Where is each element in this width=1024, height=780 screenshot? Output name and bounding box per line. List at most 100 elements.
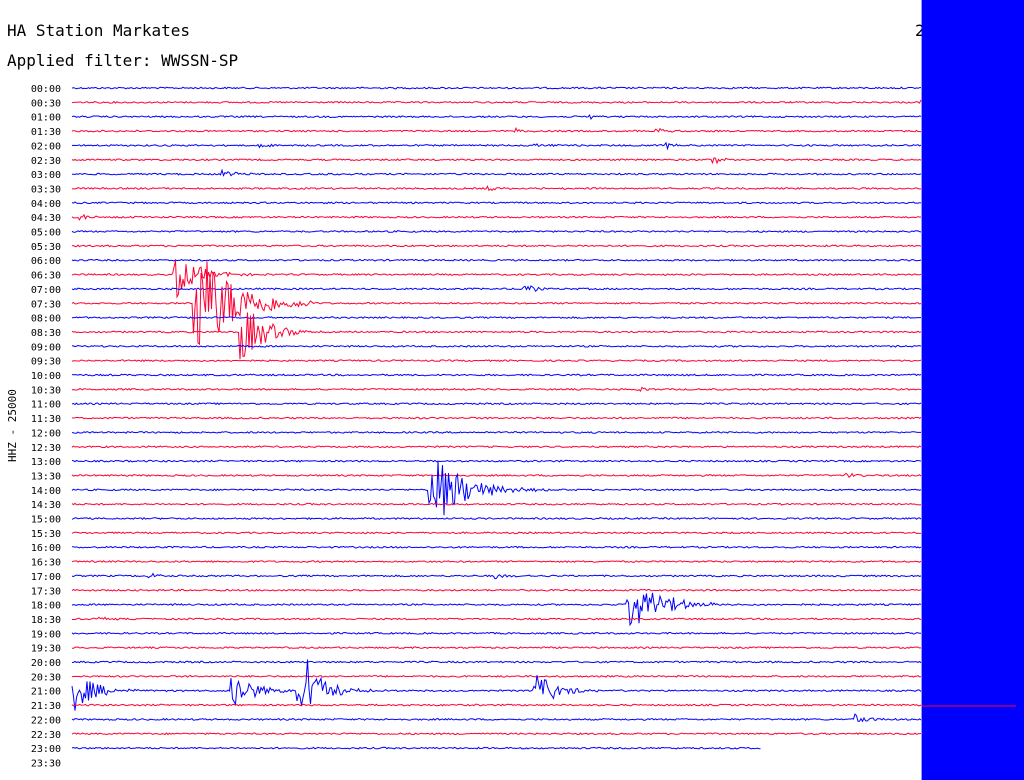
time-label: 18:00 (31, 601, 61, 612)
overlay-trace-group (921, 705, 1016, 707)
trace-line (71, 674, 922, 678)
time-label: 02:30 (31, 156, 61, 167)
trace-line (71, 660, 922, 664)
trace-line (71, 114, 922, 121)
trace-line (71, 416, 922, 420)
trace-line (71, 732, 922, 736)
time-label: 07:30 (31, 299, 61, 310)
time-label: 20:00 (31, 658, 61, 669)
time-label: 06:00 (31, 256, 61, 267)
time-label: 18:30 (31, 615, 61, 626)
time-label: 16:30 (31, 558, 61, 569)
trace-line (71, 201, 922, 205)
trace-line (71, 592, 922, 627)
trace-line (71, 703, 922, 707)
trace-line (71, 141, 922, 151)
trace-line (71, 646, 922, 650)
trace-line (71, 631, 921, 635)
trace-line (71, 545, 922, 549)
time-label: 06:30 (31, 271, 61, 282)
trace-line (71, 258, 922, 262)
saturated-overlay (921, 0, 1024, 780)
trace-line (71, 86, 921, 90)
trace-line (71, 386, 922, 392)
trace-line (71, 516, 922, 520)
time-label: 01:30 (31, 127, 61, 138)
trace-line (71, 560, 922, 563)
trace-line (72, 168, 922, 177)
time-label: 21:00 (31, 687, 61, 698)
trace-line (71, 472, 922, 478)
time-label: 09:30 (31, 357, 61, 368)
trace-line (71, 713, 922, 723)
time-label: 00:30 (31, 98, 61, 109)
time-label: 01:00 (31, 113, 61, 124)
time-label: 15:00 (31, 515, 61, 526)
time-label: 12:00 (31, 428, 61, 439)
channel-label: HHZ - 25000 (6, 389, 19, 462)
trace-line (71, 99, 922, 104)
trace-line (71, 316, 921, 320)
station-title: HA Station Markates (7, 21, 190, 40)
time-label: 11:00 (31, 400, 61, 411)
trace-line (71, 213, 922, 221)
trace-line (71, 531, 922, 535)
trace-line (71, 359, 922, 363)
time-label: 13:00 (31, 457, 61, 468)
trace-line (71, 261, 922, 346)
trace-line (72, 244, 922, 248)
trace-line (71, 344, 922, 348)
trace-line (71, 572, 922, 580)
time-label: 17:00 (31, 572, 61, 583)
time-label: 04:00 (31, 199, 61, 210)
time-label: 03:30 (31, 184, 61, 195)
filter-label: Applied filter: WWSSN-SP (7, 51, 238, 70)
time-label: 19:00 (31, 629, 61, 640)
trace-line (71, 260, 922, 299)
time-label: 17:30 (31, 586, 61, 597)
time-label: 13:30 (31, 471, 61, 482)
time-label: 04:30 (31, 213, 61, 224)
time-label: 05:30 (31, 242, 61, 253)
time-label: 00:00 (31, 84, 61, 95)
trace-line (71, 157, 922, 165)
trace-line (71, 459, 922, 463)
trace-line (71, 460, 922, 516)
time-label: 05:00 (31, 228, 61, 239)
time-label-group: 00:00 00:30 01:00 01:30 02:00 02:30 03:00 03:30… (31, 84, 61, 769)
time-label: 20:30 (31, 672, 61, 683)
trace-line (71, 230, 922, 233)
trace-line (71, 373, 922, 377)
time-label: 22:00 (31, 715, 61, 726)
time-label: 09:00 (31, 342, 61, 353)
trace-line (71, 430, 921, 434)
trace-line (71, 588, 922, 592)
trace-line (71, 126, 922, 133)
trace-line (71, 285, 922, 292)
time-label: 10:30 (31, 385, 61, 396)
time-label: 23:30 (31, 758, 61, 769)
time-label: 10:00 (31, 371, 61, 382)
time-label: 08:00 (31, 314, 61, 325)
time-label: 15:30 (31, 529, 61, 540)
time-label: 03:00 (31, 170, 61, 181)
time-label: 14:30 (31, 500, 61, 511)
time-label: 02:00 (31, 141, 61, 152)
time-label: 07:00 (31, 285, 61, 296)
trace-line (71, 445, 922, 449)
time-label: 19:30 (31, 644, 61, 655)
time-label: 21:30 (31, 701, 61, 712)
trace-line (72, 616, 922, 621)
trace-line (71, 502, 922, 506)
trace-line (71, 185, 922, 192)
time-label: 23:00 (31, 744, 61, 755)
trace-line (71, 746, 761, 750)
time-label: 22:30 (31, 730, 61, 741)
trace-line (71, 312, 922, 360)
time-label: 14:00 (31, 486, 61, 497)
time-label: 11:30 (31, 414, 61, 425)
trace-line (71, 659, 922, 711)
time-label: 16:00 (31, 543, 61, 554)
time-label: 08:30 (31, 328, 61, 339)
